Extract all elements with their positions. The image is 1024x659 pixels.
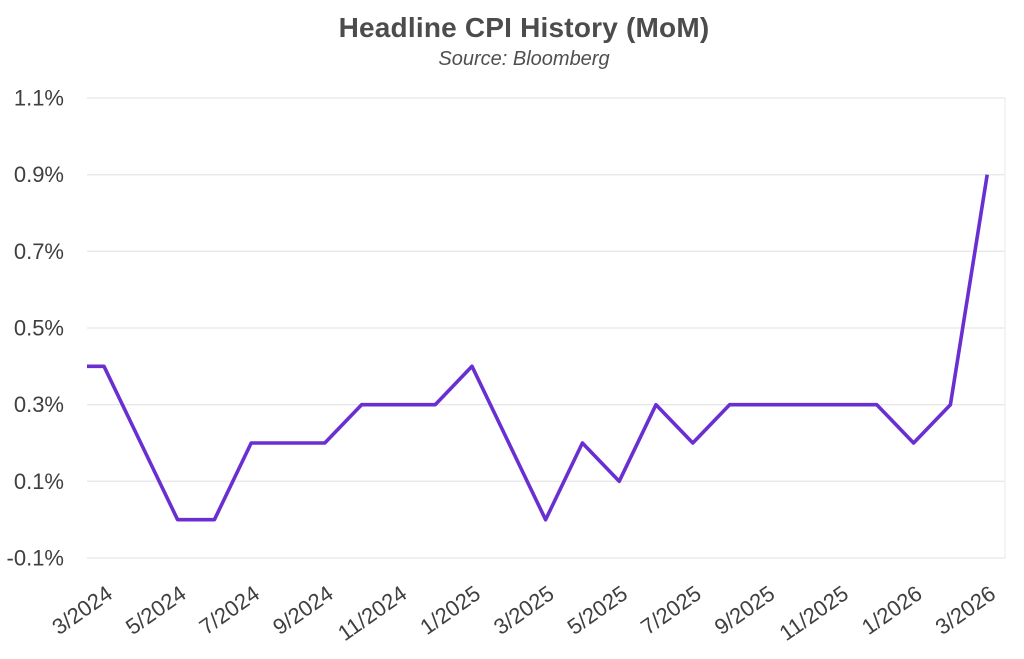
y-axis-tick-label: 0.1% [14,469,64,494]
x-axis-tick-label: 9/2024 [268,581,337,640]
y-axis-labels: 1.1% 0.9% 0.7% 0.5% 0.3% 0.1% -0.1% [7,86,64,571]
y-axis-tick-label: 1.1% [14,86,64,111]
x-axis-tick-label: 3/2026 [931,581,1000,640]
y-axis-tick-label: -0.1% [7,546,64,571]
x-axis-tick-label: 1/2026 [857,581,926,640]
x-axis-tick-label: 11/2025 [775,581,853,646]
x-axis-tick-label: 11/2024 [333,581,411,646]
x-axis-tick-label: 5/2025 [563,581,632,640]
x-axis-tick-label: 1/2025 [415,581,484,640]
x-axis-tick-label: 5/2024 [121,581,190,640]
chart-subtitle: Source: Bloomberg [438,48,610,70]
x-axis-tick-label: 3/2025 [489,581,558,640]
cpi-line [87,174,989,522]
y-axis-tick-label: 0.3% [14,392,64,417]
x-axis-tick-label: 7/2025 [636,581,705,640]
x-axis-tick-label: 9/2025 [710,581,779,640]
y-axis-tick-label: 0.5% [14,316,64,341]
chart-title: Headline CPI History (MoM) [338,12,710,43]
series-layer [87,174,989,522]
y-axis-tick-label: 0.9% [14,162,64,187]
y-axis-tick-label: 0.7% [14,239,64,264]
x-axis-tick-label: 7/2024 [195,581,264,640]
x-axis-tick-label: 3/2024 [47,581,116,640]
gridlines-layer [87,97,1006,559]
